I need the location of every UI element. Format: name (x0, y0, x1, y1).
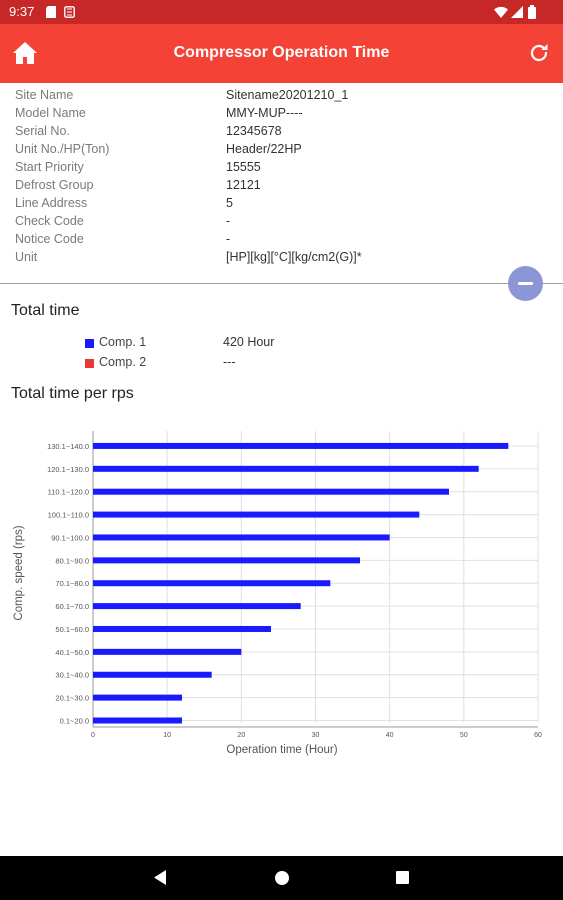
bar (93, 694, 182, 701)
chart-bars (93, 442, 509, 724)
home-button-icon[interactable] (275, 871, 289, 885)
back-icon[interactable] (154, 870, 166, 885)
x-tick-label: 60 (534, 732, 542, 739)
mobile-data-icon (64, 6, 75, 18)
bar (93, 625, 271, 632)
refresh-icon[interactable] (527, 41, 551, 65)
legend-name: Comp. 2 (99, 355, 147, 369)
bar (93, 717, 182, 724)
y-tick-label: 0.1~20.0 (60, 717, 89, 726)
info-label: Unit No./HP(Ton) (15, 142, 110, 156)
info-label: Line Address (15, 196, 88, 210)
chart-y-axis-label: Comp. speed (rps) (13, 525, 25, 620)
total-time-title: Total time (11, 302, 80, 319)
collapse-button[interactable] (508, 266, 543, 301)
y-tick-label: 110.1~120.0 (48, 488, 89, 497)
status-time: 9:37 (9, 4, 35, 19)
x-tick-label: 0 (91, 732, 95, 739)
y-tick-label: 130.1~140.0 (47, 442, 89, 451)
recents-icon[interactable] (396, 871, 409, 884)
info-value: - (226, 214, 231, 228)
page-title: Compressor Operation Time (173, 44, 390, 61)
chart-y-ticks: 0.1~20.0 20.1~30.0 30.1~40.0 40.1~50.0 50.1~… (47, 442, 89, 726)
y-tick-label: 70.1~80.0 (55, 579, 89, 588)
info-value: Header/22HP (226, 142, 302, 156)
battery-icon (528, 5, 536, 19)
wifi-icon (494, 6, 508, 18)
chart-grid (92, 431, 539, 728)
bar (93, 465, 479, 472)
bar (93, 580, 331, 587)
bar (93, 671, 212, 678)
y-tick-label: 60.1~70.0 (55, 602, 89, 611)
operation-time-chart: 0.1~20.0 20.1~30.0 30.1~40.0 40.1~50.0 50.1~… (13, 431, 542, 756)
app-bar: Compressor Operation Time (0, 24, 563, 83)
legend-name: Comp. 1 (99, 335, 147, 349)
info-value: [HP][kg][°C][kg/cm2(G)]* (226, 250, 362, 264)
info-label: Defrost Group (15, 178, 94, 192)
info-label: Unit (15, 250, 38, 264)
y-tick-label: 40.1~50.0 (55, 648, 89, 657)
y-tick-label: 80.1~90.0 (55, 556, 89, 565)
bar (93, 648, 242, 655)
y-tick-label: 100.1~110.0 (48, 511, 89, 520)
info-value: MMY-MUP---- (226, 106, 303, 120)
signal-icon (511, 6, 523, 18)
bar (93, 511, 420, 518)
y-tick-label: 30.1~40.0 (55, 671, 89, 680)
system-nav-bar (0, 856, 563, 900)
info-label: Start Priority (15, 160, 84, 174)
info-value: 12345678 (226, 124, 282, 138)
section-divider (0, 283, 563, 284)
sd-card-icon (46, 6, 56, 18)
per-rps-title: Total time per rps (11, 385, 134, 402)
bar (93, 557, 360, 564)
y-tick-label: 20.1~30.0 (55, 694, 89, 703)
status-bar: 9:37 (0, 0, 563, 24)
info-value: Sitename20201210_1 (226, 88, 349, 102)
x-tick-label: 40 (386, 732, 394, 739)
info-label: Model Name (15, 106, 86, 120)
y-tick-label: 120.1~130.0 (47, 465, 89, 474)
info-label: Serial No. (15, 124, 70, 138)
info-value: 15555 (226, 160, 261, 174)
bar (93, 534, 390, 541)
x-tick-label: 50 (460, 732, 468, 739)
home-icon[interactable] (12, 40, 38, 66)
info-value: 12121 (226, 178, 261, 192)
info-label: Notice Code (15, 232, 84, 246)
y-tick-label: 90.1~100.0 (51, 533, 89, 542)
chart-x-axis-label: Operation time (Hour) (226, 744, 337, 756)
x-tick-label: 20 (237, 732, 245, 739)
y-tick-label: 50.1~60.0 (55, 625, 89, 634)
info-value: 5 (226, 196, 233, 210)
bar (93, 442, 509, 449)
x-tick-label: 30 (312, 732, 320, 739)
info-label: Site Name (15, 88, 74, 102)
legend-swatch (85, 339, 94, 348)
x-tick-label: 10 (163, 732, 171, 739)
legend-value: --- (223, 355, 236, 369)
legend-value: 420 Hour (223, 335, 275, 349)
bar (93, 488, 449, 495)
info-value: - (226, 232, 231, 246)
chart-x-ticks: 0 10 20 30 40 50 60 (91, 732, 542, 739)
info-label: Check Code (15, 214, 84, 228)
legend-swatch (85, 359, 94, 368)
bar (93, 603, 301, 610)
